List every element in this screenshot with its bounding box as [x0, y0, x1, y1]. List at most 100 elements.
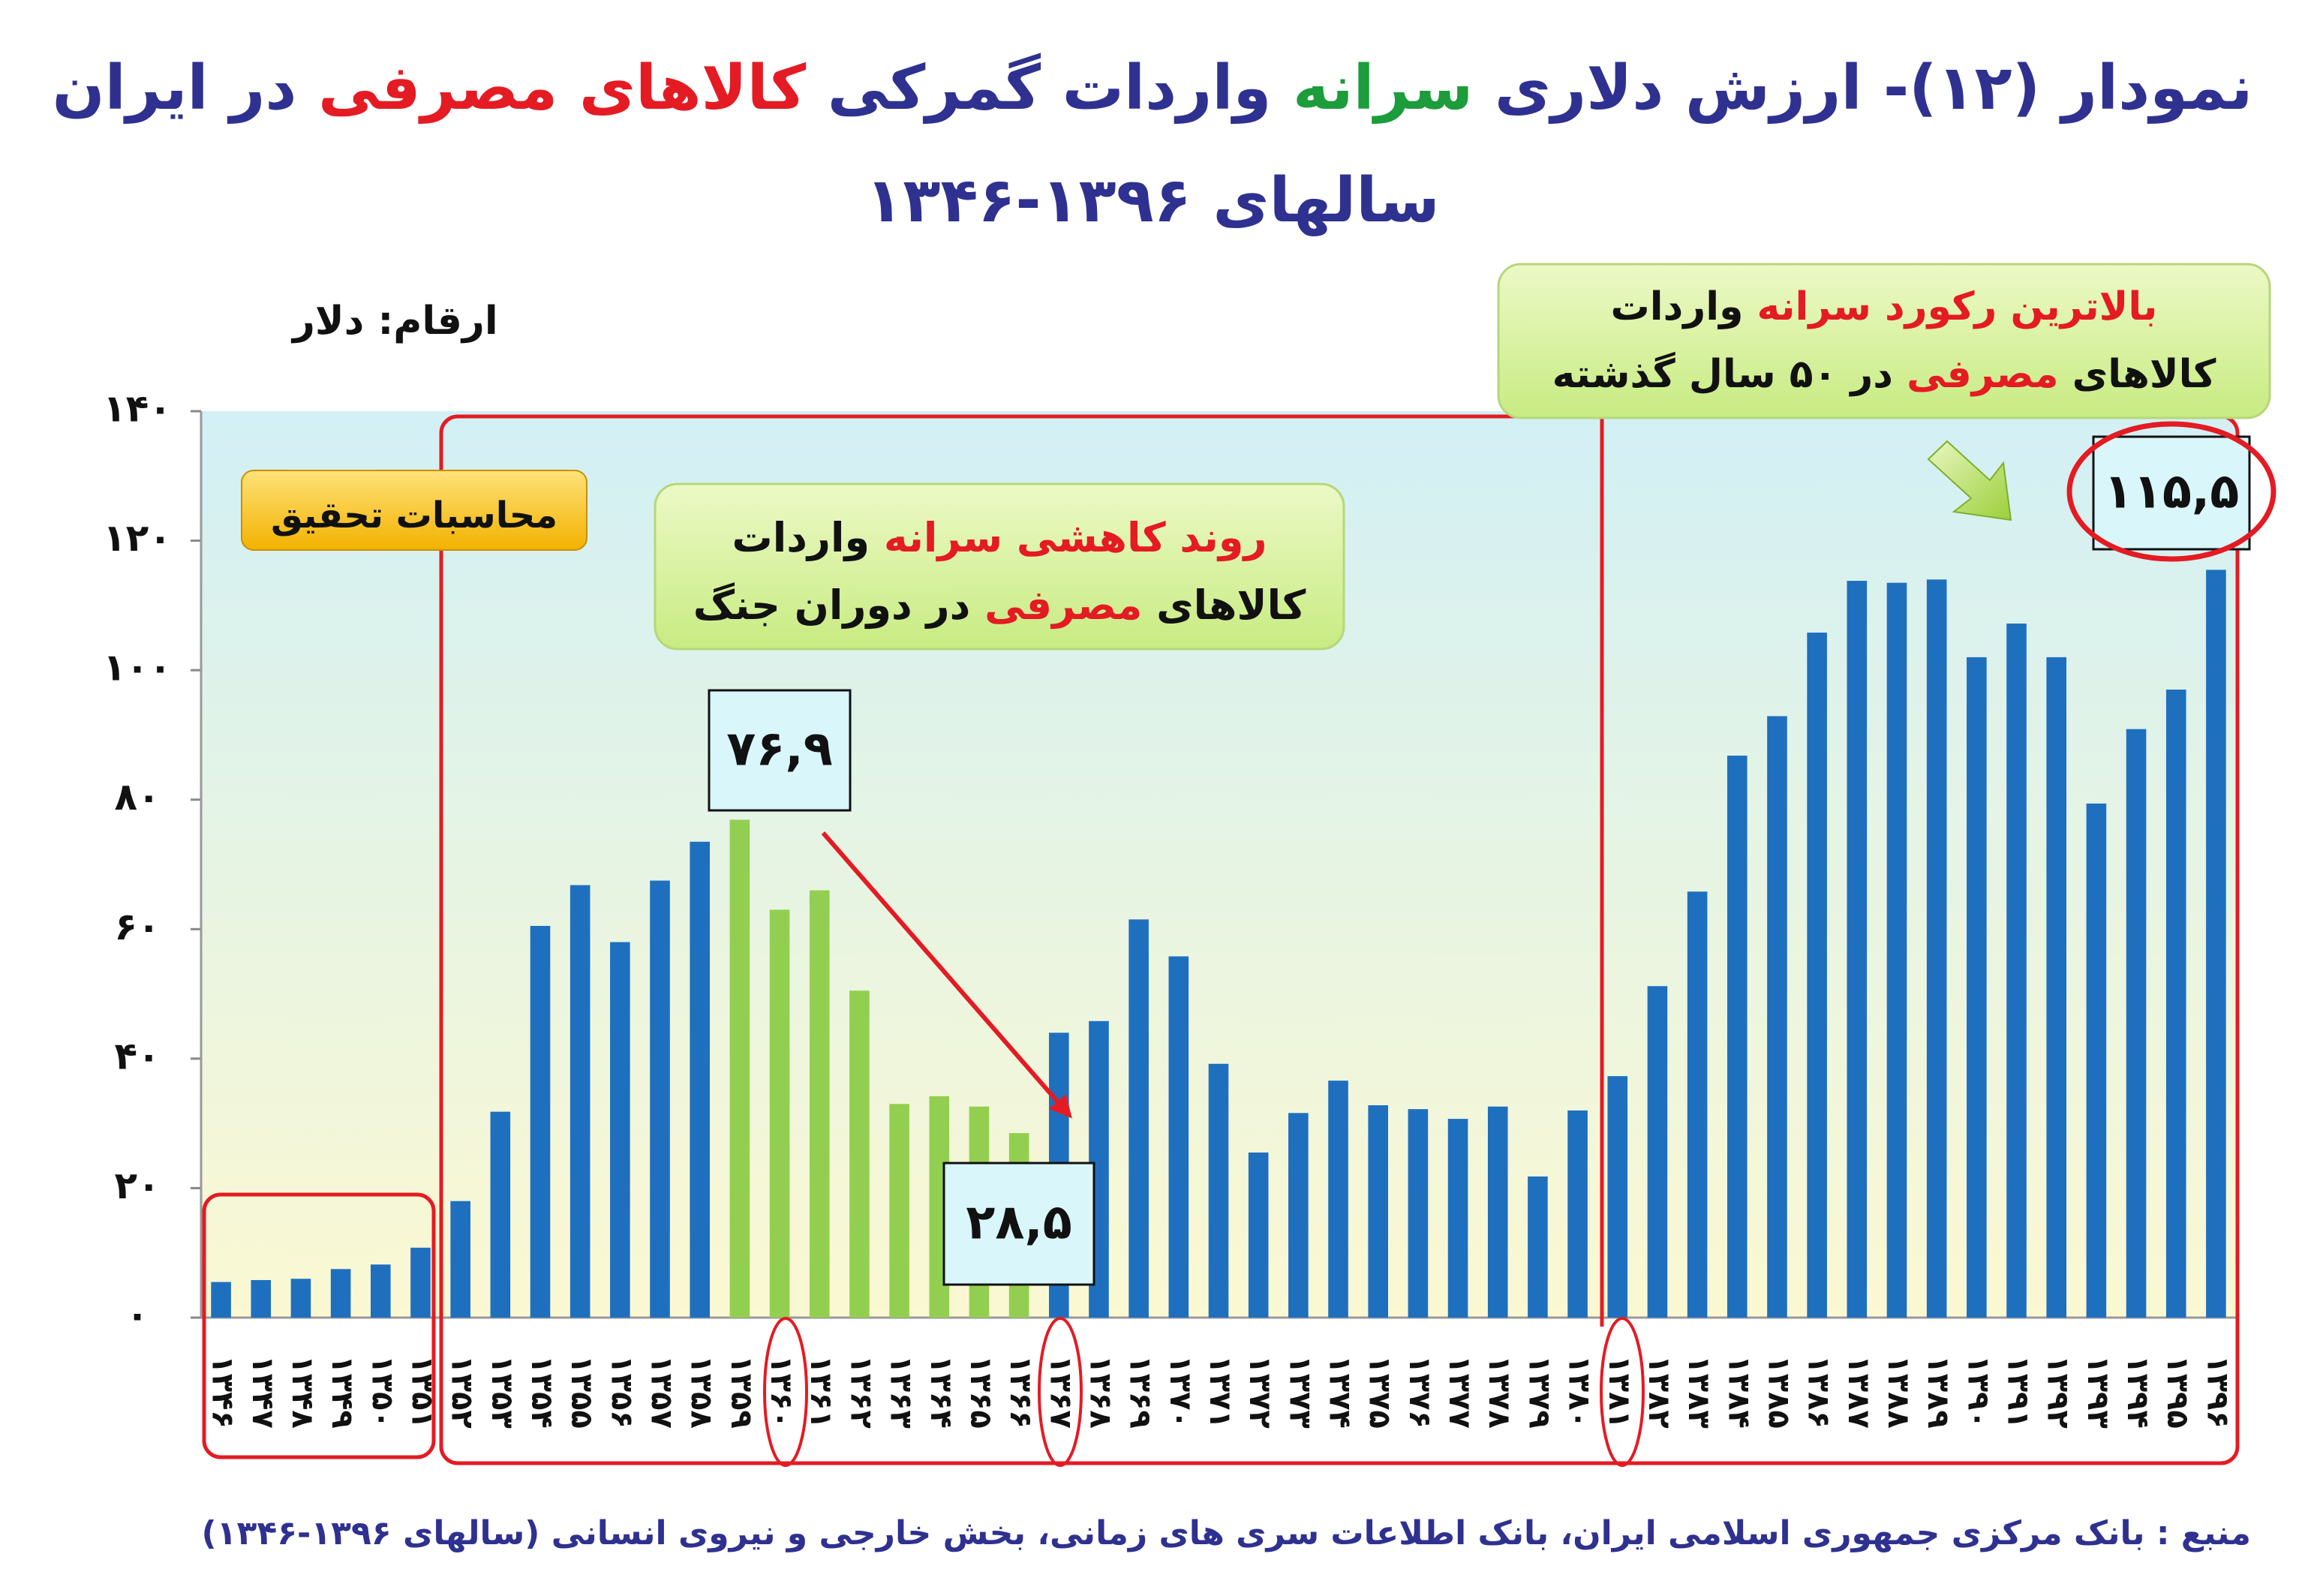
x-tick-label: ۱۳۶۸ — [1083, 1355, 1117, 1429]
x-tick-label: ۱۳۷۹ — [1522, 1355, 1556, 1429]
svg-text:کالاهای مصرفی در دوران جنگ: کالاهای مصرفی در دوران جنگ — [693, 582, 1306, 629]
war-period-callout: روند کاهشی سرانه واردات کالاهای مصرفی در… — [654, 482, 1345, 651]
bar-37 — [1687, 891, 1708, 1318]
x-tick-label: ۱۳۶۹ — [1123, 1355, 1158, 1429]
bar-1 — [251, 1279, 272, 1318]
year-oval-1360 — [763, 1317, 808, 1467]
bar-48 — [2126, 729, 2147, 1318]
callout-text-segment: کالاهای — [2059, 352, 2217, 397]
callout-text-segment: واردات — [1611, 284, 1757, 329]
bar-25 — [1208, 1063, 1229, 1318]
bar-49 — [2165, 690, 2186, 1318]
decline-arrow — [821, 831, 1072, 1119]
chart-title: نمودار (۱۲)- ارزش دلاری سرانه واردات گمر… — [0, 53, 2305, 124]
y-tick-label: ۶۰ — [114, 905, 160, 948]
svg-text:کالاهای مصرفی در ۵۰ سال گذشته: کالاهای مصرفی در ۵۰ سال گذشته — [1552, 351, 2217, 397]
x-tick-label: ۱۳۸۹ — [1921, 1355, 1955, 1429]
y-tick-label: ۱۲۰ — [103, 516, 172, 560]
bar-28 — [1328, 1081, 1348, 1318]
callout-text-segment: واردات — [732, 514, 883, 561]
x-tick-label: ۱۳۶۰ — [764, 1355, 798, 1429]
x-tick-label: ۱۳۵۴ — [524, 1355, 559, 1429]
bar-50 — [2206, 570, 2226, 1318]
x-tick-label: ۱۳۷۷ — [1442, 1355, 1477, 1429]
y-tick-label: ۱۴۰ — [103, 387, 172, 431]
bar-36 — [1647, 986, 1668, 1318]
bar-6 — [450, 1201, 470, 1318]
bar-2 — [290, 1279, 311, 1318]
x-axis: ۱۳۴۶ ۱۳۴۷ ۱۳۴۸ ۱۳۴۹ ۱۳۵۰ ۱۳۵۱ ۱۳۵۲ ۱۳۵۳ ۱۳۵۴ ۱۳۵۵… — [206, 1355, 2235, 1429]
title-part-3: واردات گمرکی — [806, 53, 1294, 124]
x-tick-label: ۱۳۸۱ — [1602, 1355, 1636, 1429]
title-part-1: نمودار (۱۲)- ارزش دلاری — [1473, 53, 2253, 124]
callout-text-segment: مصرفی — [984, 582, 1142, 629]
x-tick-label: ۱۳۶۷ — [1043, 1355, 1077, 1429]
x-tick-label: ۱۳۵۳ — [485, 1355, 519, 1429]
x-tick-label: ۱۳۷۸ — [1482, 1355, 1516, 1429]
callout-text-segment: مصرفی — [1907, 352, 2058, 397]
y-tick-label: ۰ — [126, 1294, 149, 1337]
x-tick-label: ۱۳۶۱ — [804, 1355, 838, 1429]
bar-45 — [2006, 624, 2027, 1318]
callout-text-segment: روند کاهشی سرانه — [884, 514, 1267, 561]
bar-7 — [490, 1111, 511, 1318]
label-low: ۲۸,۵ — [942, 1162, 1095, 1286]
bar-11 — [650, 880, 670, 1318]
bar-3 — [330, 1269, 351, 1318]
svg-text:۲۸,۵: ۲۸,۵ — [966, 1195, 1072, 1251]
x-tick-label: ۱۳۵۰ — [365, 1355, 399, 1429]
x-tick-label: ۱۳۸۳ — [1681, 1355, 1716, 1429]
title-part-5: در ایران — [52, 53, 319, 124]
x-tick-label: ۱۳۷۰ — [1163, 1355, 1198, 1429]
bar-12 — [690, 841, 710, 1318]
bar-32 — [1487, 1106, 1508, 1318]
x-tick-label: ۱۳۷۱ — [1203, 1355, 1237, 1429]
bar-35 — [1607, 1076, 1628, 1318]
bar-9 — [569, 885, 591, 1318]
svg-text:بالاترین رکورد سرانه واردات: بالاترین رکورد سرانه واردات — [1611, 284, 2158, 329]
x-tick-label: ۱۳۸۲ — [1642, 1355, 1676, 1429]
bar-14 — [769, 909, 790, 1318]
bar-17 — [889, 1104, 909, 1318]
bar-27 — [1288, 1113, 1309, 1318]
x-tick-label: ۱۳۷۵ — [1363, 1355, 1397, 1429]
x-tick-label: ۱۳۹۶ — [2200, 1355, 2234, 1429]
research-tag: محاسبات تحقیق — [241, 470, 588, 551]
bar-16 — [849, 990, 870, 1318]
x-tick-label: ۱۳۹۱ — [2001, 1355, 2036, 1429]
x-tick-label: ۱۳۵۸ — [684, 1355, 719, 1429]
y-tick-label: ۴۰ — [114, 1034, 160, 1078]
svg-text:۱۱۵,۵: ۱۱۵,۵ — [2104, 464, 2240, 520]
bar-46 — [2046, 657, 2066, 1318]
bar-0 — [211, 1282, 231, 1318]
x-tick-label: ۱۳۷۳ — [1282, 1355, 1317, 1429]
x-tick-label: ۱۳۸۰ — [1562, 1355, 1597, 1429]
bar-4 — [371, 1264, 391, 1318]
bar-47 — [2086, 803, 2107, 1318]
unit-label: ارقام: دلار — [293, 299, 498, 344]
x-tick-label: ۱۳۵۵ — [564, 1355, 599, 1429]
record-callout: بالاترین رکورد سرانه واردات کالاهای مصرف… — [1497, 263, 2271, 419]
x-tick-label: ۱۳۸۶ — [1802, 1355, 1836, 1429]
x-tick-label: ۱۳۵۷ — [645, 1355, 679, 1429]
x-tick-label: ۱۳۷۴ — [1323, 1355, 1357, 1429]
callout-text-segment: کالاهای — [1142, 582, 1306, 629]
callout-text-segment: بالاترین رکورد سرانه — [1757, 284, 2158, 329]
bar-33 — [1528, 1176, 1548, 1318]
bar-8 — [530, 925, 551, 1318]
bar-41 — [1847, 581, 1868, 1318]
year-oval-1381 — [1600, 1317, 1645, 1467]
x-tick-label: ۱۳۶۲ — [843, 1355, 878, 1429]
x-tick-label: ۱۳۹۴ — [2120, 1355, 2155, 1429]
callout-text-segment: در ۵۰ سال گذشته — [1552, 351, 1907, 397]
svg-text:۷۶,۹: ۷۶,۹ — [726, 722, 833, 777]
bar-24 — [1168, 956, 1189, 1318]
x-tick-label: ۱۳۹۰ — [1961, 1355, 1995, 1429]
bar-31 — [1447, 1119, 1468, 1318]
x-tick-label: ۱۳۶۴ — [924, 1355, 958, 1429]
main-period-frame — [439, 414, 2240, 1465]
title-part-4: کالاهای مصرفی — [318, 53, 807, 124]
bar-43 — [1926, 579, 1947, 1318]
svg-text:روند کاهشی سرانه واردات: روند کاهشی سرانه واردات — [732, 514, 1267, 561]
